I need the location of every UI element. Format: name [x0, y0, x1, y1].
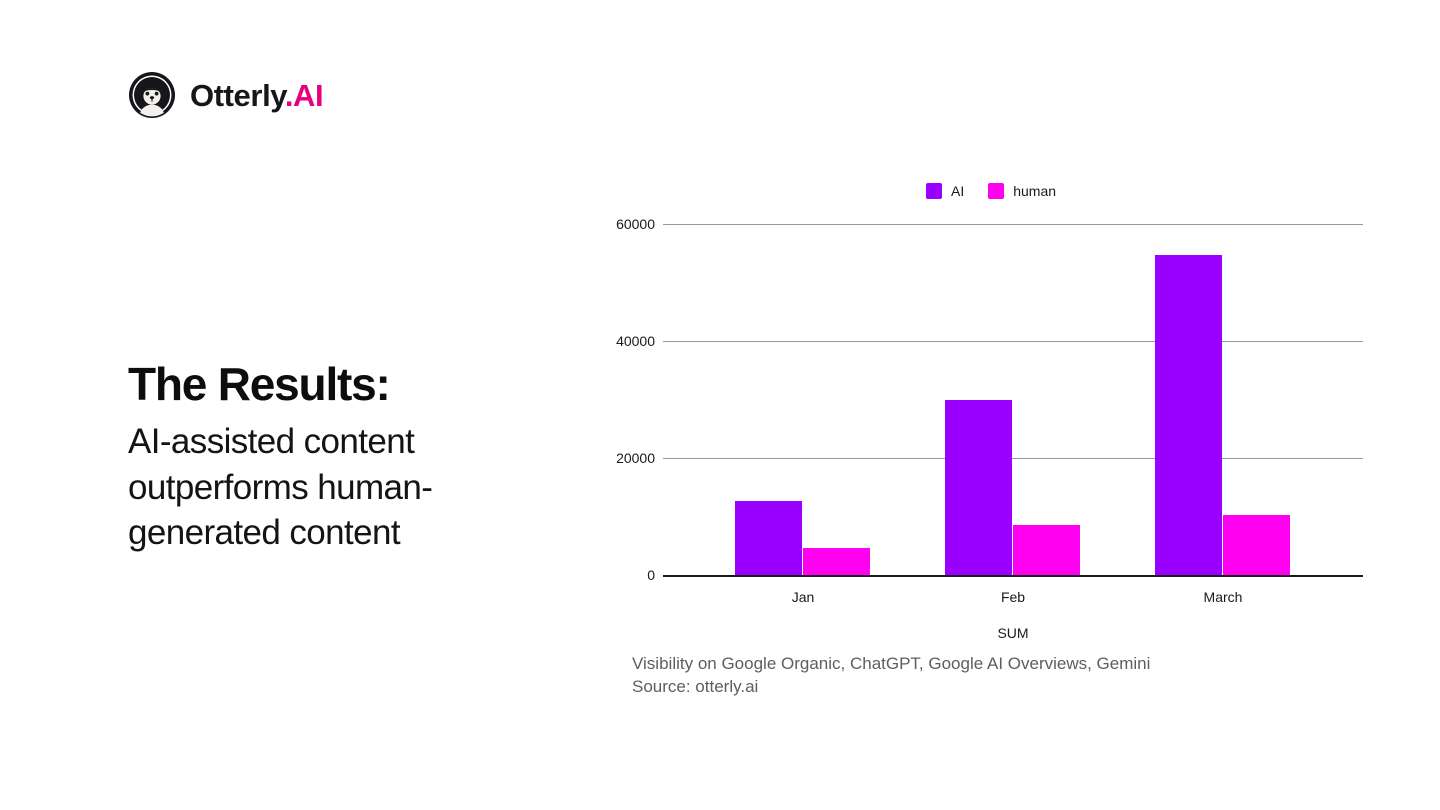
otter-mascot-icon	[128, 71, 176, 119]
legend-item-human: human	[988, 183, 1056, 199]
plot-area: 0 20000 40000 60000 Jan Feb March SUM	[616, 216, 1363, 641]
y-axis-tick-label: 0	[647, 567, 655, 583]
brand-name-word: Otterly	[190, 77, 285, 113]
brand-name: Otterly.AI	[190, 77, 324, 113]
gridline	[663, 224, 1363, 225]
x-axis-tick-label: Jan	[791, 589, 815, 605]
bar-march-human[interactable]	[1223, 515, 1290, 575]
x-axis-tick-label: March	[1203, 589, 1243, 605]
x-axis-title: SUM	[997, 625, 1029, 641]
brand-logo: Otterly.AI	[128, 71, 324, 119]
brand-name-suffix: .AI	[284, 77, 324, 113]
legend-item-ai: AI	[926, 183, 964, 199]
bar-jan-ai[interactable]	[735, 501, 802, 575]
page-title: The Results:	[128, 358, 391, 410]
bar-jan-human[interactable]	[803, 548, 870, 575]
legend-label-ai: AI	[951, 183, 965, 199]
legend-swatch-human	[988, 183, 1005, 199]
bar-feb-ai[interactable]	[945, 400, 1012, 575]
page-subtitle: AI-assisted content outperforms human-ge…	[128, 421, 433, 553]
gridline	[663, 458, 1363, 459]
legend-label-human: human	[1013, 183, 1057, 199]
bar-chart: AI human 0 20000 40000 60000 Jan Feb March SU…	[600, 170, 1390, 650]
caption-line-2: Source: otterly.ai	[632, 676, 759, 696]
bar-march-ai[interactable]	[1155, 255, 1222, 575]
headline-block: The Results: AI-assisted content outperf…	[128, 360, 558, 556]
legend-swatch-ai	[926, 183, 942, 199]
caption-line-1: Visibility on Google Organic, ChatGPT, G…	[632, 654, 1151, 673]
y-axis-tick-label: 20000	[616, 450, 655, 466]
y-axis-tick-label: 60000	[616, 216, 655, 232]
chart-caption: Visibility on Google Organic, ChatGPT, G…	[632, 653, 1150, 699]
gridline	[663, 341, 1363, 342]
bar-feb-human[interactable]	[1013, 525, 1080, 575]
y-axis-tick-label: 40000	[616, 333, 655, 349]
x-axis-tick-label: Feb	[1000, 589, 1026, 605]
chart-legend: AI human	[926, 183, 1056, 199]
x-axis-line	[663, 575, 1363, 577]
